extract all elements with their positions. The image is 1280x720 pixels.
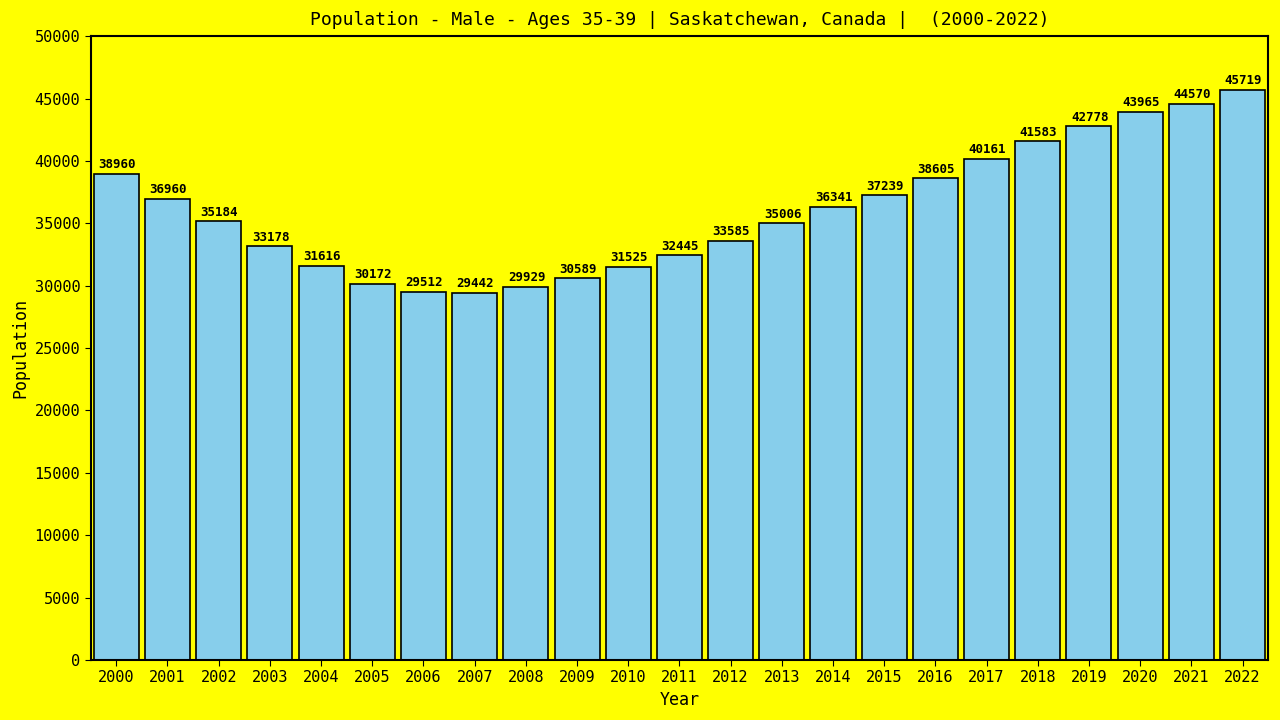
- Bar: [1066, 126, 1111, 660]
- Bar: [913, 179, 957, 660]
- Bar: [1117, 112, 1162, 660]
- Bar: [657, 255, 701, 660]
- Bar: [298, 266, 343, 660]
- Text: 41583: 41583: [1020, 126, 1057, 139]
- Text: 31525: 31525: [611, 251, 648, 264]
- Text: 32445: 32445: [662, 240, 699, 253]
- Bar: [452, 292, 497, 660]
- Bar: [247, 246, 292, 660]
- Text: 35006: 35006: [764, 208, 801, 221]
- Bar: [145, 199, 189, 660]
- Bar: [964, 159, 1009, 660]
- Text: 29929: 29929: [508, 271, 545, 284]
- Bar: [401, 292, 445, 660]
- Bar: [810, 207, 855, 660]
- Bar: [1015, 141, 1060, 660]
- Bar: [554, 279, 599, 660]
- Text: 30589: 30589: [559, 263, 596, 276]
- Text: 38605: 38605: [918, 163, 955, 176]
- Text: 33178: 33178: [252, 230, 289, 243]
- Text: 40161: 40161: [969, 143, 1006, 156]
- Bar: [861, 195, 906, 660]
- Text: 45719: 45719: [1225, 74, 1262, 87]
- Text: 31616: 31616: [303, 250, 340, 263]
- Bar: [349, 284, 394, 660]
- Text: 44570: 44570: [1174, 89, 1211, 102]
- Text: 29442: 29442: [457, 277, 494, 290]
- Text: 35184: 35184: [201, 205, 238, 219]
- Bar: [605, 266, 650, 660]
- Text: 43965: 43965: [1123, 96, 1160, 109]
- Bar: [1169, 104, 1213, 660]
- Text: 36341: 36341: [815, 191, 852, 204]
- Y-axis label: Population: Population: [12, 298, 29, 398]
- Bar: [503, 287, 548, 660]
- Text: 30172: 30172: [355, 268, 392, 281]
- Text: 29512: 29512: [406, 276, 443, 289]
- Text: 33585: 33585: [713, 225, 750, 238]
- Text: 36960: 36960: [150, 184, 187, 197]
- Bar: [196, 221, 241, 660]
- Bar: [1220, 89, 1265, 660]
- Bar: [93, 174, 138, 660]
- Bar: [759, 223, 804, 660]
- Text: 37239: 37239: [867, 180, 904, 193]
- Text: 38960: 38960: [99, 158, 136, 171]
- Bar: [708, 241, 753, 660]
- Text: 42778: 42778: [1071, 111, 1108, 124]
- Title: Population - Male - Ages 35-39 | Saskatchewan, Canada |  (2000-2022): Population - Male - Ages 35-39 | Saskatc…: [310, 11, 1050, 29]
- X-axis label: Year: Year: [659, 691, 699, 709]
